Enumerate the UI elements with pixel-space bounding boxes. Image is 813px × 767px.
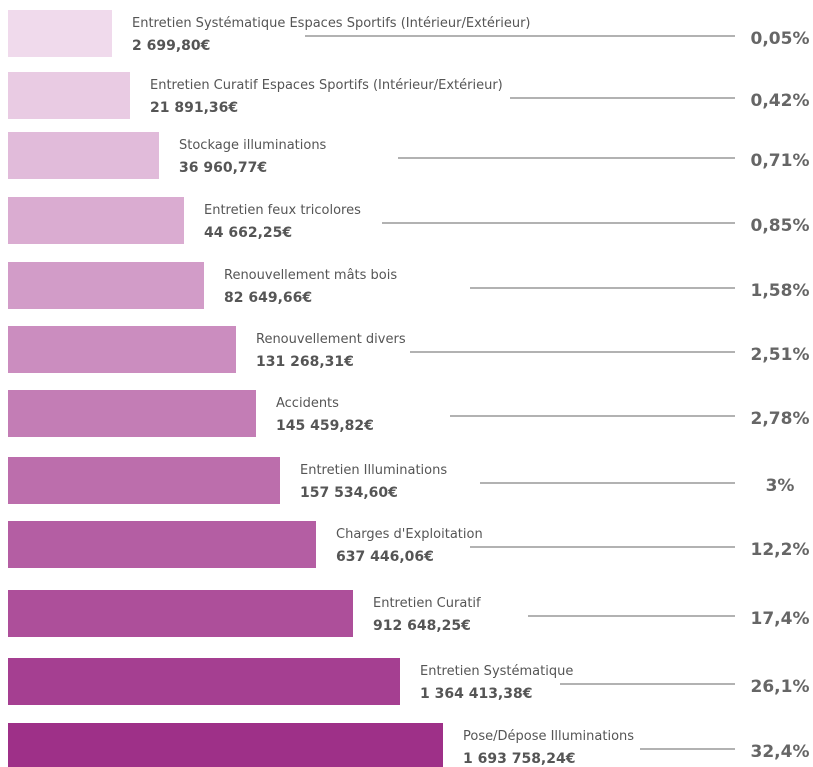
row-amount: 145 459,82€ xyxy=(276,418,374,434)
bar xyxy=(8,10,112,57)
row-share: 1,58% xyxy=(751,281,810,301)
bar xyxy=(8,590,353,637)
bar xyxy=(8,72,130,119)
row-share: 3% xyxy=(766,476,795,496)
bar xyxy=(8,723,443,767)
row-amount: 2 699,80€ xyxy=(132,38,210,54)
row-label: Entretien Systématique Espaces Sportifs … xyxy=(132,16,530,31)
row-label: Charges d'Exploitation xyxy=(336,527,483,542)
bar xyxy=(8,521,316,568)
row-amount: 21 891,36€ xyxy=(150,100,238,116)
row-amount: 82 649,66€ xyxy=(224,290,312,306)
bar xyxy=(8,390,256,437)
row-share: 2,78% xyxy=(751,409,810,429)
row-amount: 637 446,06€ xyxy=(336,549,434,565)
row-amount: 131 268,31€ xyxy=(256,354,354,370)
row-label: Entretien Systématique xyxy=(420,664,573,679)
row-label: Entretien Curatif xyxy=(373,596,481,611)
row-share: 17,4% xyxy=(751,609,810,629)
row-amount: 912 648,25€ xyxy=(373,618,471,634)
row-share: 0,05% xyxy=(751,29,810,49)
row-label: Accidents xyxy=(276,396,339,411)
bar xyxy=(8,262,204,309)
row-amount: 1 693 758,24€ xyxy=(463,751,575,767)
row-amount: 157 534,60€ xyxy=(300,485,398,501)
row-label: Stockage illuminations xyxy=(179,138,327,153)
row-share: 26,1% xyxy=(751,677,810,697)
row-label: Renouvellement mâts bois xyxy=(224,268,397,283)
row-label: Entretien Illuminations xyxy=(300,463,447,478)
row-share: 32,4% xyxy=(751,742,810,762)
row-amount: 44 662,25€ xyxy=(204,225,292,241)
row-label: Entretien Curatif Espaces Sportifs (Inté… xyxy=(150,78,503,93)
row-share: 12,2% xyxy=(751,540,810,560)
bar xyxy=(8,457,280,504)
row-share: 2,51% xyxy=(751,345,810,365)
bar xyxy=(8,326,236,373)
row-share: 0,42% xyxy=(751,91,810,111)
row-amount: 36 960,77€ xyxy=(179,160,267,176)
row-amount: 1 364 413,38€ xyxy=(420,686,532,702)
bar xyxy=(8,132,159,179)
row-share: 0,85% xyxy=(751,216,810,236)
bar xyxy=(8,197,184,244)
row-label: Renouvellement divers xyxy=(256,332,406,347)
bar xyxy=(8,658,400,705)
row-label: Pose/Dépose Illuminations xyxy=(463,729,634,744)
row-label: Entretien feux tricolores xyxy=(204,203,361,218)
row-share: 0,71% xyxy=(751,151,810,171)
